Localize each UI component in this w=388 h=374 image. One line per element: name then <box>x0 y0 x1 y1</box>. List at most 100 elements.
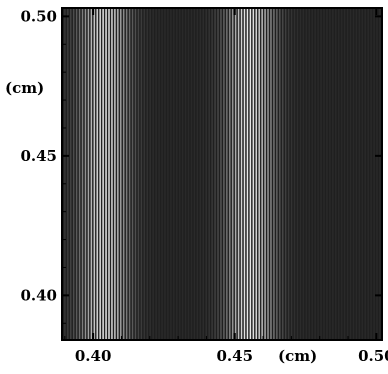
fringe-stripe <box>217 8 219 340</box>
fringe-stripe <box>155 8 157 340</box>
fringe-stripe <box>344 8 346 340</box>
fringe-stripe <box>242 8 244 340</box>
fringe-stripe <box>144 8 146 340</box>
fringe-stripe <box>225 8 227 340</box>
fringe-stripe <box>322 8 324 340</box>
fringe-stripe <box>71 8 73 340</box>
fringe-stripe <box>220 8 222 340</box>
fringe-stripe <box>193 8 195 340</box>
fringe-stripe <box>297 8 299 340</box>
fringe-stripe <box>112 8 114 340</box>
fringe-stripe <box>84 8 86 340</box>
fringe-stripe <box>206 8 208 340</box>
fringe-stripe <box>158 8 160 340</box>
fringe-stripe <box>191 8 193 340</box>
fringe-stripe <box>116 8 118 340</box>
fringe-stripe <box>295 8 297 340</box>
fringe-stripe <box>97 8 99 340</box>
fringe-stripe <box>332 8 334 340</box>
fringe-stripe <box>305 8 307 340</box>
y-tick-label: 0.45 <box>20 147 57 165</box>
fringe-stripe <box>159 8 161 340</box>
fringe-stripe <box>285 8 287 340</box>
fringe-stripe <box>337 8 339 340</box>
fringe-stripe <box>102 8 104 340</box>
fringe-stripe <box>249 8 251 340</box>
fringe-stripe <box>247 8 249 340</box>
fringe-stripe <box>173 8 175 340</box>
fringe-stripe <box>138 8 140 340</box>
fringe-stripe <box>265 8 267 340</box>
fringe-stripe <box>328 8 330 340</box>
fringe-stripe <box>78 8 80 340</box>
fringe-stripe <box>174 8 176 340</box>
fringe-stripe <box>211 8 213 340</box>
fringe-stripe <box>161 8 163 340</box>
fringe-stripe <box>311 8 313 340</box>
fringe-stripe <box>236 8 238 340</box>
fringe-stripe <box>82 8 84 340</box>
fringe-stripe <box>351 8 353 340</box>
fringe-stripe <box>380 8 382 340</box>
fringe-stripe <box>253 8 255 340</box>
fringe-stripe <box>133 8 135 340</box>
fringe-stripe <box>157 8 159 340</box>
fringe-stripe <box>298 8 300 340</box>
fringe-stripe <box>162 8 164 340</box>
fringe-stripe <box>352 8 354 340</box>
fringe-stripe <box>358 8 360 340</box>
fringe-stripe <box>232 8 234 340</box>
fringe-stripe <box>347 8 349 340</box>
fringe-stripe <box>343 8 345 340</box>
fringe-stripe <box>359 8 361 340</box>
fringe-stripe <box>330 8 332 340</box>
y-tick-label: 0.50 <box>20 7 57 25</box>
fringe-stripe <box>118 8 120 340</box>
fringe-stripe <box>350 8 352 340</box>
fringe-stripe <box>315 8 317 340</box>
fringe-stripe <box>194 8 196 340</box>
fringe-stripe <box>301 8 303 340</box>
fringe-stripe <box>267 8 269 340</box>
fringe-stripe <box>204 8 206 340</box>
fringe-stripe <box>149 8 151 340</box>
fringe-stripe <box>213 8 215 340</box>
fringe-stripe <box>251 8 253 340</box>
fringe-stripe <box>229 8 231 340</box>
fringe-stripe <box>68 8 70 340</box>
fringe-pattern <box>62 8 383 340</box>
fringe-stripe <box>208 8 210 340</box>
fringe-stripe <box>233 8 235 340</box>
fringe-stripe <box>321 8 323 340</box>
fringe-stripe <box>135 8 137 340</box>
fringe-stripe <box>259 8 261 340</box>
fringe-stripe <box>221 8 223 340</box>
fringe-stripe <box>260 8 262 340</box>
fringe-stripe <box>90 8 92 340</box>
fringe-stripe <box>307 8 309 340</box>
fringe-stripe <box>340 8 342 340</box>
fringe-stripe <box>107 8 109 340</box>
fringe-stripe <box>146 8 148 340</box>
fringe-stripe <box>293 8 295 340</box>
fringe-stripe <box>218 8 220 340</box>
fringe-stripe <box>197 8 199 340</box>
fringe-stripe <box>331 8 333 340</box>
fringe-stripe <box>134 8 136 340</box>
fringe-stripe <box>294 8 296 340</box>
fringe-stripe <box>76 8 78 340</box>
fringe-stripe <box>273 8 275 340</box>
fringe-stripe <box>349 8 351 340</box>
fringe-stripe <box>201 8 203 340</box>
x-axis-tick-labels: 0.40 0.45 0.50 <box>75 347 388 365</box>
fringe-stripe <box>147 8 149 340</box>
fringe-stripe <box>151 8 153 340</box>
fringe-stripe <box>314 8 316 340</box>
fringe-stripe <box>226 8 228 340</box>
fringe-stripe <box>214 8 216 340</box>
plot-frame <box>61 7 383 341</box>
fringe-stripe <box>357 8 359 340</box>
fringe-stripe <box>177 8 179 340</box>
fringe-stripe <box>188 8 190 340</box>
fringe-stripe <box>121 8 123 340</box>
